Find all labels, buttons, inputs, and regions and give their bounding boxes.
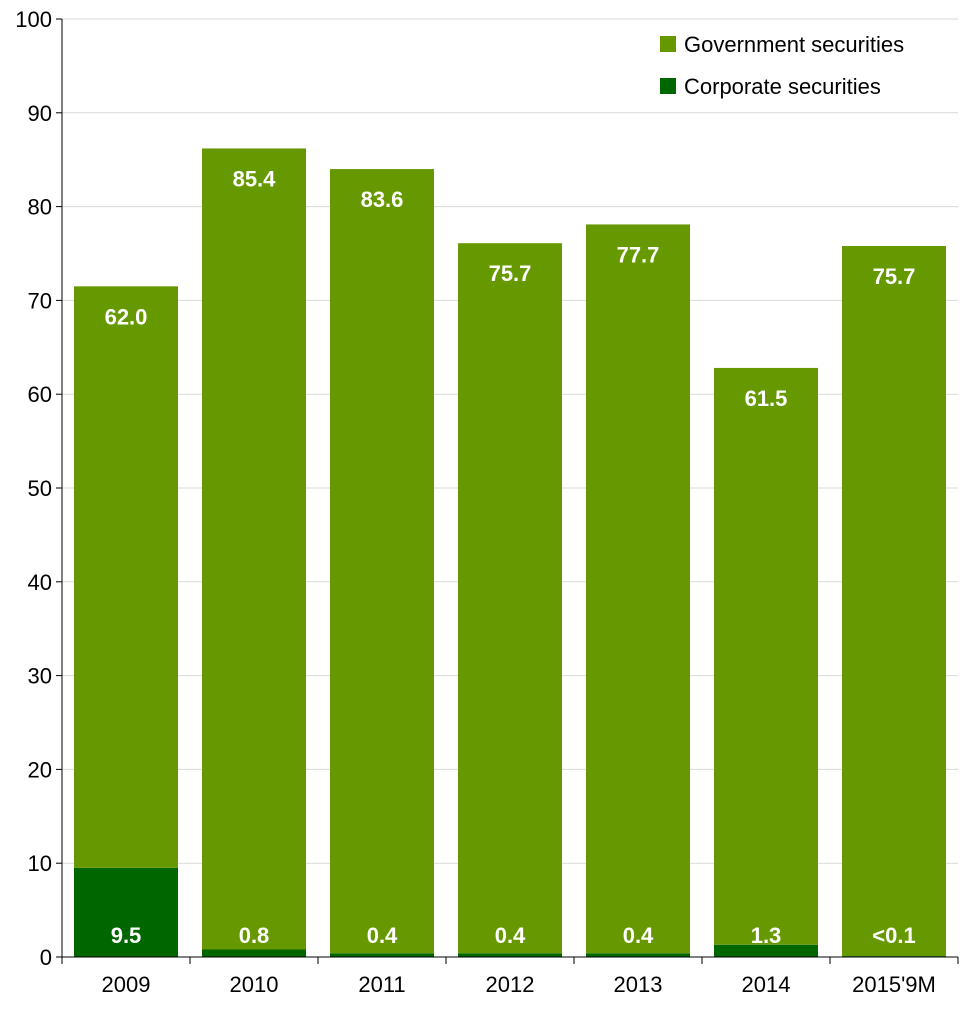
legend-swatch [660, 78, 676, 94]
data-label: 75.7 [873, 264, 916, 289]
y-tick-label: 100 [15, 7, 52, 32]
bar-segment [330, 953, 434, 957]
data-label: 0.8 [239, 923, 270, 948]
legend-swatch [660, 36, 676, 52]
bar-segment [586, 224, 690, 954]
x-tick-label: 2013 [614, 972, 663, 997]
x-tick-label: 2014 [742, 972, 791, 997]
y-tick-label: 20 [28, 757, 52, 782]
data-label: 9.5 [111, 923, 142, 948]
data-label: 85.4 [233, 166, 277, 191]
bar-segment [458, 243, 562, 954]
x-tick-label: 2012 [486, 972, 535, 997]
x-tick-label: 2011 [358, 972, 405, 997]
x-tick-label: 2015'9M [852, 972, 936, 997]
data-label: 75.7 [489, 261, 532, 286]
y-tick-label: 70 [28, 288, 52, 313]
legend-label: Corporate securities [684, 74, 881, 99]
data-label: 0.4 [623, 923, 654, 948]
legend-label: Government securities [684, 32, 904, 57]
bar-segment [330, 169, 434, 954]
y-tick-label: 0 [40, 945, 52, 970]
data-label: 83.6 [361, 187, 404, 212]
bar-segment [202, 949, 306, 957]
y-tick-label: 60 [28, 382, 52, 407]
y-tick-label: 50 [28, 476, 52, 501]
y-tick-label: 40 [28, 570, 52, 595]
x-tick-label: 2009 [102, 972, 151, 997]
data-label: 77.7 [617, 242, 660, 267]
y-tick-label: 80 [28, 195, 52, 220]
y-tick-label: 30 [28, 664, 52, 689]
x-tick-label: 2010 [230, 972, 279, 997]
bars [74, 148, 946, 957]
data-label: <0.1 [872, 923, 915, 948]
data-labels: 9.5 0.8 0.4 0.4 0.4 1.3 <0.1 62.0 85.4 83.6 75.7 77… [105, 166, 916, 948]
data-label: 61.5 [745, 386, 788, 411]
bar-segment [74, 867, 178, 957]
data-label: 0.4 [367, 923, 398, 948]
bar-segment [842, 245, 946, 957]
data-label: 62.0 [105, 304, 148, 329]
bar-segment [458, 953, 562, 957]
bar-segment [202, 148, 306, 950]
axes: 0 10 20 30 40 50 60 70 80 90 100 2009 2010 2011 2012 20… [15, 7, 959, 997]
bar-segment [714, 367, 818, 945]
legend: Government securities Corporate securitie… [660, 32, 904, 99]
y-tick-label: 90 [28, 101, 52, 126]
y-tick-label: 10 [28, 851, 52, 876]
bar-segment [74, 286, 178, 868]
data-label: 1.3 [751, 923, 782, 948]
bar-segment [714, 944, 818, 957]
bar-segment [586, 953, 690, 957]
data-label: 0.4 [495, 923, 526, 948]
